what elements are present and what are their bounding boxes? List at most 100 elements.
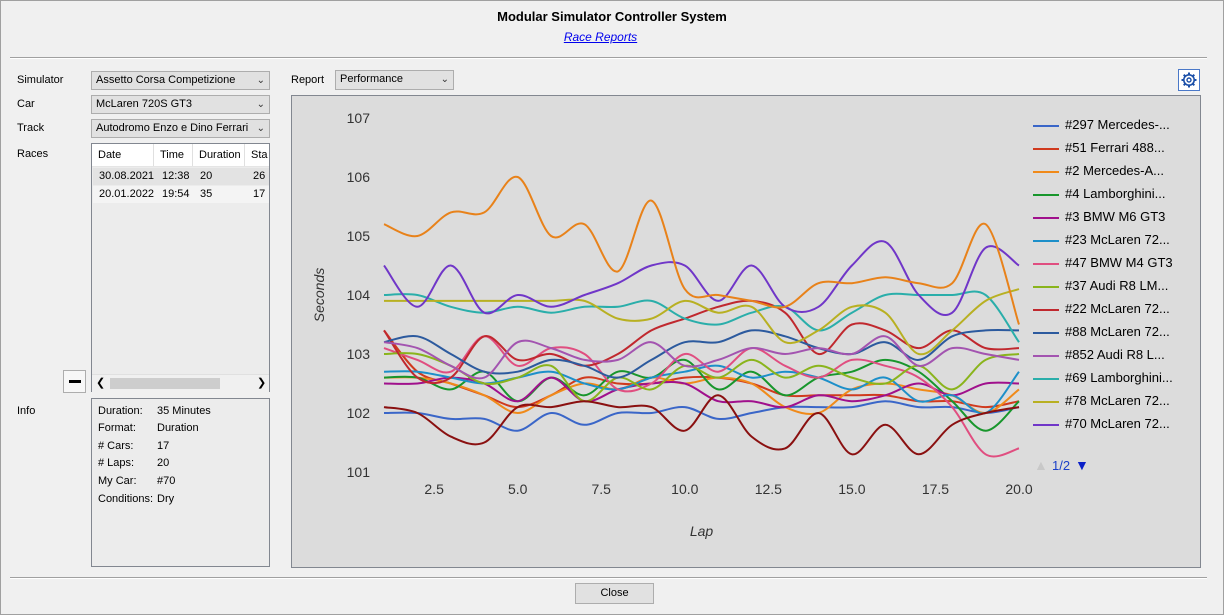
column-header-time[interactable]: Time: [154, 144, 193, 166]
column-header-state[interactable]: Sta: [245, 144, 269, 166]
cell-state: 26: [253, 170, 266, 182]
series-line-8: [383, 352, 1020, 403]
x-tick-label: 20.0: [1005, 481, 1032, 497]
cell-date: 20.01.2022: [99, 188, 155, 200]
chevron-down-icon: ⌄: [440, 74, 449, 85]
legend-swatch: [1033, 355, 1059, 357]
car-label: Car: [17, 98, 35, 110]
y-axis-label: Seconds: [311, 268, 327, 322]
cell-time: 19:54: [162, 188, 190, 200]
track-label: Track: [17, 122, 45, 134]
triangle-up-icon[interactable]: ▲: [1034, 457, 1048, 473]
column-header-date[interactable]: Date: [92, 144, 154, 166]
legend-swatch: [1033, 378, 1059, 380]
series-line-14: [383, 240, 1020, 316]
legend-label: #78 McLaren 72...: [1065, 393, 1170, 408]
legend-label: #47 BMW M4 GT3: [1065, 255, 1173, 270]
cell-duration: 35: [200, 188, 213, 200]
y-tick-label: 101: [347, 464, 371, 480]
chevron-down-icon: ⌄: [256, 123, 265, 134]
legend-swatch: [1033, 286, 1059, 288]
header-divider: [10, 57, 1207, 59]
info-value-laps: 20: [157, 457, 170, 469]
x-axis-label: Lap: [690, 523, 714, 539]
scroll-right-icon[interactable]: ❯: [257, 377, 267, 389]
legend-label: #22 McLaren 72...: [1065, 301, 1170, 316]
scrollbar-thumb[interactable]: [110, 378, 220, 389]
table-row[interactable]: 20.01.2022 19:54 35 17: [93, 186, 269, 203]
car-value: McLaren 720S GT3: [96, 98, 192, 110]
legend-swatch: [1033, 194, 1059, 196]
report-value: Performance: [340, 73, 403, 85]
info-key-mycar: My Car:: [98, 475, 137, 487]
performance-chart: 101 102 103 104 105 106 107 2.5 5.0 7.5 10.0 12.5 15…: [311, 110, 1033, 539]
report-label: Report: [291, 74, 325, 86]
info-key-cars: # Cars:: [98, 440, 134, 452]
info-key-laps: # Laps:: [98, 457, 135, 469]
triangle-down-icon[interactable]: ▼: [1075, 457, 1089, 473]
chevron-down-icon: ⌄: [256, 75, 265, 86]
legend-label: #37 Audi R8 LM...: [1065, 278, 1169, 293]
x-tick-label: 10.0: [671, 481, 698, 497]
legend-label: #88 McLaren 72...: [1065, 324, 1170, 339]
footer-divider: [10, 577, 1207, 579]
scroll-left-icon[interactable]: ❮: [96, 377, 106, 389]
table-row[interactable]: 30.08.2021 12:38 20 26: [93, 168, 269, 185]
series-line-13: [384, 288, 1020, 356]
gear-icon: [1181, 72, 1197, 88]
legend-swatch: [1033, 148, 1059, 150]
series-line-11: [383, 335, 1020, 380]
cell-duration: 20: [200, 170, 213, 182]
y-tick-label: 104: [347, 287, 371, 303]
cell-time: 12:38: [162, 170, 190, 182]
series-line-10: [383, 328, 1020, 379]
track-value: Autodromo Enzo e Dino Ferrari: [96, 122, 249, 134]
legend-label: #297 Mercedes-...: [1065, 117, 1170, 132]
races-label: Races: [17, 148, 49, 160]
series-line-16: [383, 394, 1020, 456]
x-tick-label: 12.5: [755, 481, 782, 497]
y-tick-label: 105: [347, 228, 371, 244]
horizontal-scrollbar[interactable]: ❮ ❯: [92, 374, 269, 392]
legend-label: #51 Ferrari 488...: [1065, 140, 1165, 155]
simulator-value: Assetto Corsa Competizione: [96, 74, 236, 86]
race-reports-link[interactable]: Race Reports: [563, 30, 638, 44]
legend-swatch: [1033, 125, 1059, 127]
y-tick-label: 107: [347, 110, 371, 126]
legend-label: #852 Audi R8 L...: [1065, 347, 1165, 362]
x-tick-label: 5.0: [508, 481, 528, 497]
legend-label: #69 Lamborghini...: [1065, 370, 1173, 385]
close-button[interactable]: Close: [575, 583, 654, 604]
info-label: Info: [17, 405, 36, 417]
x-tick-label: 17.5: [922, 481, 949, 497]
window-title: Modular Simulator Controller System: [497, 9, 727, 24]
simulator-dropdown[interactable]: Assetto Corsa Competizione ⌄: [91, 71, 270, 90]
remove-race-button[interactable]: [63, 370, 86, 393]
minus-icon: [69, 380, 81, 383]
legend-swatch: [1033, 309, 1059, 311]
track-dropdown[interactable]: Autodromo Enzo e Dino Ferrari ⌄: [91, 119, 270, 138]
legend-label: #3 BMW M6 GT3: [1065, 209, 1166, 224]
report-dropdown[interactable]: Performance ⌄: [335, 70, 454, 90]
y-tick-label: 106: [347, 169, 371, 185]
legend-label: #2 Mercedes-A...: [1065, 163, 1164, 178]
info-key-conditions: Conditions:: [98, 493, 154, 505]
simulator-label: Simulator: [17, 74, 64, 86]
legend-swatch: [1033, 401, 1059, 403]
info-value-conditions: Dry: [157, 493, 175, 505]
legend-pager: ▲ 1/2 ▼: [1034, 457, 1104, 473]
x-tick-label: 7.5: [592, 481, 612, 497]
chevron-down-icon: ⌄: [256, 99, 265, 110]
legend-label: #70 McLaren 72...: [1065, 416, 1170, 431]
settings-button[interactable]: [1178, 69, 1200, 91]
info-key-format: Format:: [98, 422, 136, 434]
x-tick-label: 15.0: [838, 481, 865, 497]
races-listview[interactable]: Date Time Duration Sta 30.08.2021 12:38 …: [91, 143, 270, 392]
info-value-duration: 35 Minutes: [157, 405, 211, 417]
car-dropdown[interactable]: McLaren 720S GT3 ⌄: [91, 95, 270, 114]
legend-label: #4 Lamborghini...: [1065, 186, 1166, 201]
legend-swatch: [1033, 217, 1059, 219]
legend-swatch: [1033, 240, 1059, 242]
series-line-3: [383, 376, 1020, 416]
column-header-duration[interactable]: Duration: [193, 144, 245, 166]
